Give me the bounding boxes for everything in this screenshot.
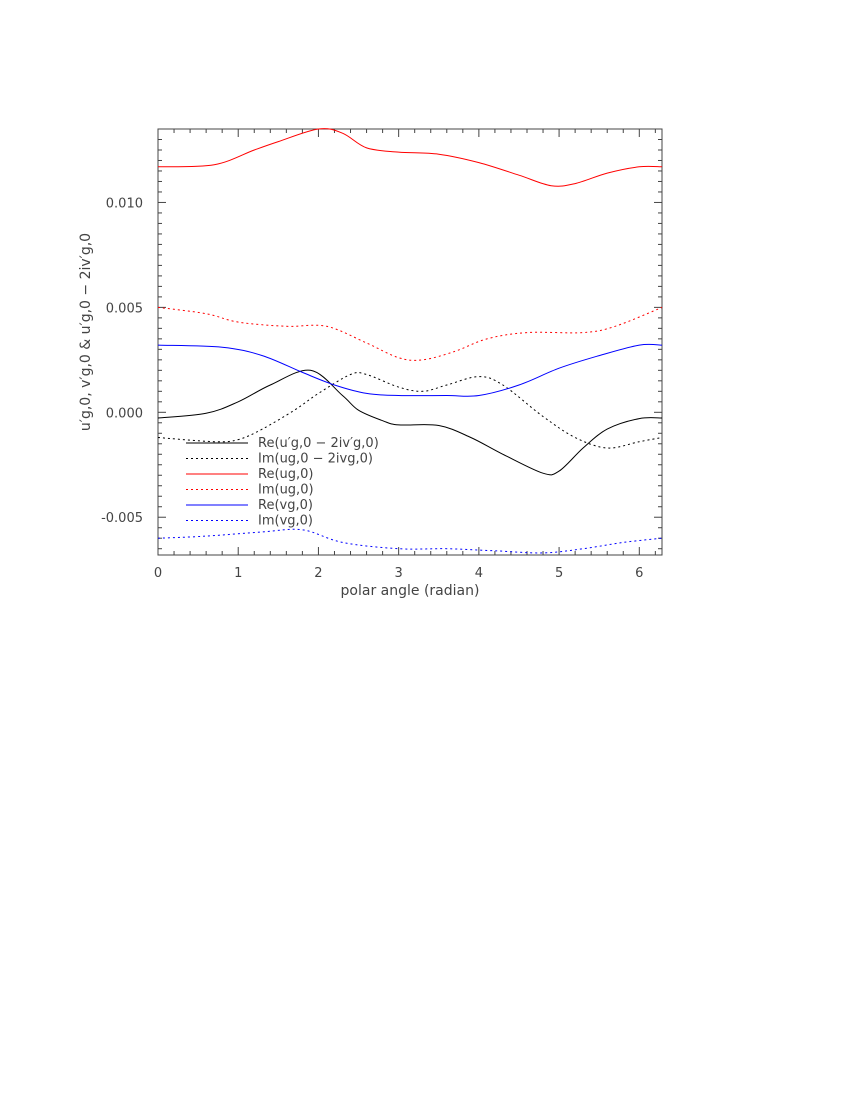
x-tick-label: 4	[475, 566, 483, 581]
series-line-3	[157, 128, 663, 187]
series-line-2	[157, 372, 663, 449]
y-tick-label: 0.000	[106, 406, 143, 421]
axis-ticks	[157, 129, 662, 555]
legend-label: Re(ug,0)	[258, 467, 314, 482]
y-axis-label: u′g,0, v′g,0 & u′g,0 − 2iv′g,0	[78, 233, 94, 431]
legend-label: Re(vg,0)	[258, 498, 313, 513]
y-tick-label: -0.005	[101, 511, 143, 526]
series-line-4	[157, 306, 663, 361]
legend: Re(u′g,0 − 2iv′g,0)Im(ug,0 − 2ivg,0)Re(u…	[186, 436, 379, 529]
series-line-5	[157, 343, 663, 397]
x-tick-label: 2	[314, 566, 322, 581]
x-tick-label: 3	[395, 566, 403, 581]
legend-label: Im(ug,0)	[258, 483, 314, 498]
legend-label: Re(u′g,0 − 2iv′g,0)	[258, 436, 379, 451]
x-tick-labels: 0 1 2 3 4 5 6	[154, 566, 644, 581]
plot-frame	[157, 128, 663, 556]
x-tick-label: 0	[154, 566, 162, 581]
y-tick-label: 0.005	[106, 301, 143, 316]
series-lines	[157, 128, 663, 554]
legend-label: Im(vg,0)	[258, 514, 313, 529]
x-tick-label: 1	[234, 566, 242, 581]
legend-label: Im(ug,0 − 2ivg,0)	[258, 452, 373, 467]
series-line-1	[157, 369, 663, 476]
y-tick-label: 0.010	[106, 196, 143, 211]
y-tick-labels: -0.005 0.000 0.005 0.010	[101, 196, 143, 526]
x-axis-label: polar angle (radian)	[341, 583, 480, 599]
series-line-6	[157, 528, 663, 554]
x-tick-label: 6	[635, 566, 643, 581]
x-tick-label: 5	[555, 566, 563, 581]
